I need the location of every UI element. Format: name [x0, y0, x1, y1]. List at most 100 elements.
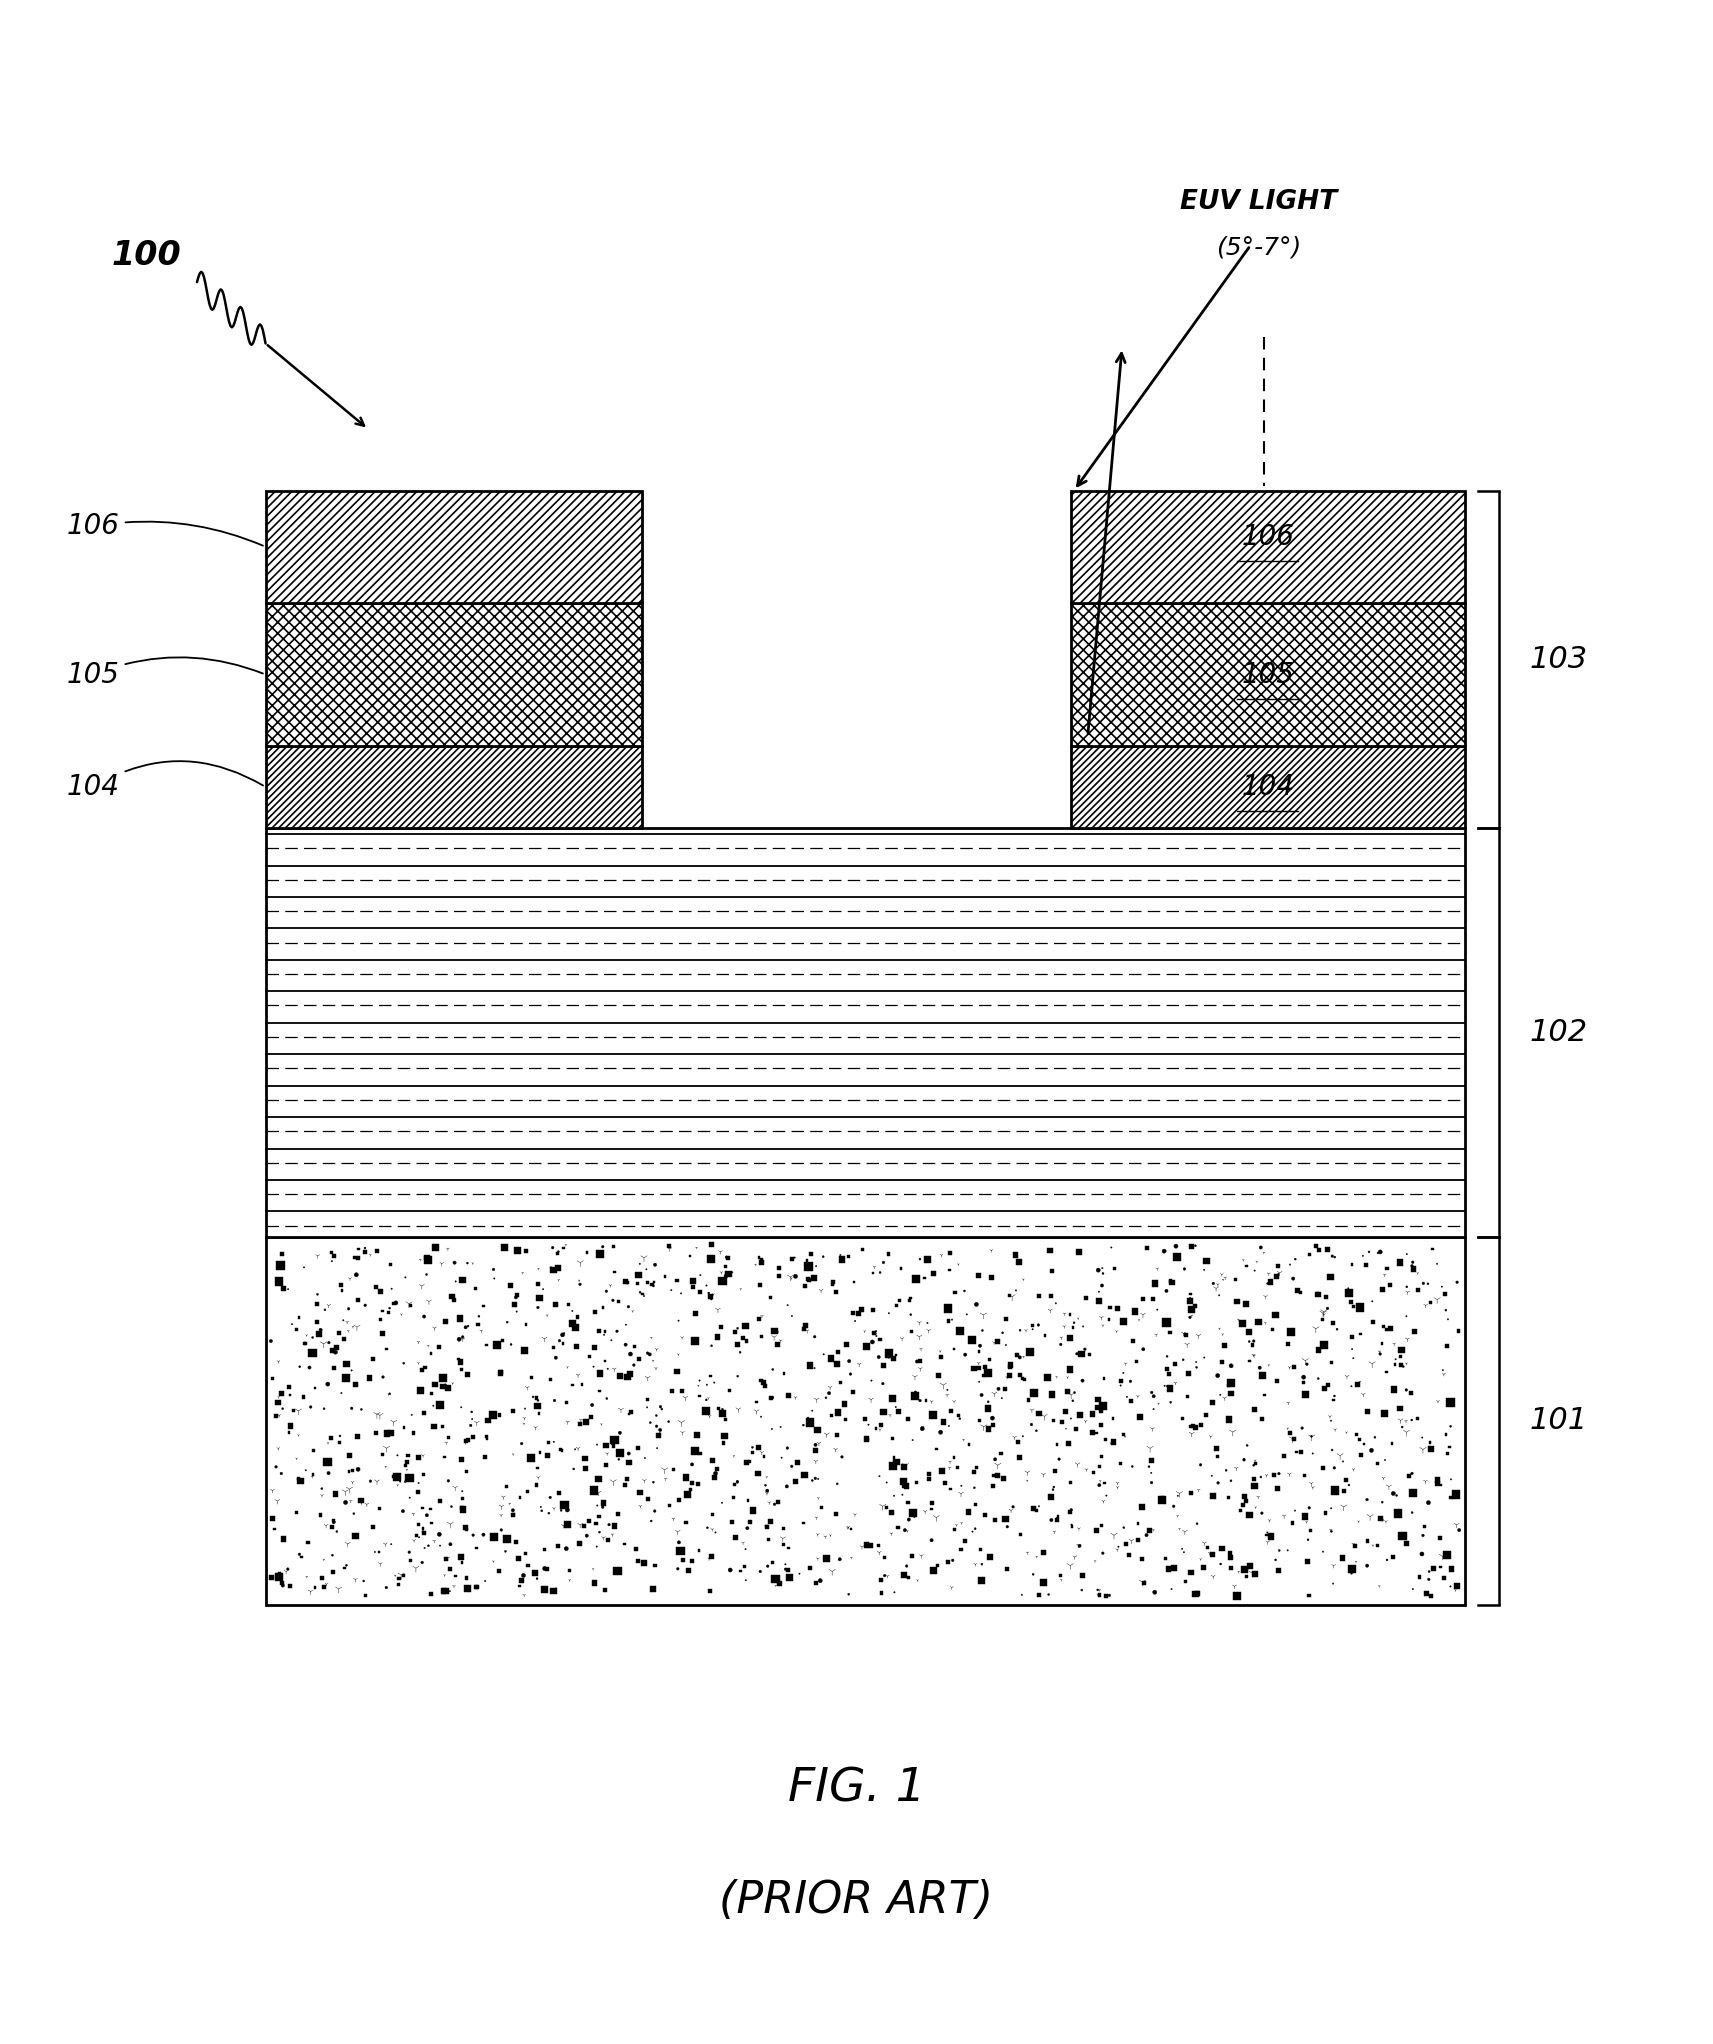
Point	[1006, 1359, 1033, 1392]
Point	[848, 1531, 875, 1564]
Point	[283, 1496, 310, 1529]
Point	[990, 1461, 1018, 1494]
Point	[558, 1306, 586, 1339]
Point	[545, 1529, 572, 1562]
Point	[899, 1496, 927, 1529]
Point	[803, 1543, 831, 1576]
Point	[625, 1247, 653, 1280]
Point	[1398, 1404, 1425, 1437]
Point	[564, 1359, 591, 1392]
Point	[522, 1410, 550, 1443]
Point	[1288, 1412, 1316, 1445]
Point	[1197, 1459, 1225, 1492]
Point	[1434, 1437, 1461, 1470]
Point	[1089, 1308, 1117, 1341]
Point	[584, 1464, 612, 1496]
Point	[916, 1457, 944, 1490]
Point	[648, 1390, 675, 1423]
Point	[375, 1296, 403, 1329]
Point	[562, 1310, 589, 1343]
Point	[570, 1511, 598, 1543]
Point	[841, 1304, 868, 1337]
Point	[1310, 1329, 1338, 1361]
Point	[1153, 1341, 1180, 1374]
Point	[367, 1275, 394, 1308]
Point	[648, 1392, 675, 1425]
Point	[1415, 1267, 1442, 1300]
Point	[452, 1511, 480, 1543]
Text: 106: 106	[67, 513, 264, 546]
Point	[553, 1533, 581, 1566]
Point	[380, 1459, 408, 1492]
Point	[1149, 1480, 1177, 1513]
Point	[343, 1367, 370, 1400]
Point	[726, 1337, 754, 1369]
Point	[1189, 1551, 1216, 1584]
Point	[899, 1425, 927, 1457]
Point	[1437, 1482, 1465, 1515]
Point	[639, 1267, 666, 1300]
Point	[1213, 1453, 1240, 1486]
Point	[257, 1325, 284, 1357]
Point	[1031, 1318, 1059, 1351]
Point	[1405, 1273, 1432, 1306]
Point	[1182, 1228, 1209, 1261]
Point	[701, 1365, 728, 1398]
Point	[1030, 1457, 1057, 1490]
Point	[319, 1237, 346, 1269]
Point	[507, 1482, 534, 1515]
Point	[875, 1296, 903, 1329]
Point	[853, 1529, 880, 1562]
Point	[1276, 1457, 1304, 1490]
Point	[731, 1533, 759, 1566]
Point	[1009, 1263, 1036, 1296]
Point	[980, 1459, 1007, 1492]
Point	[761, 1320, 788, 1353]
Point	[1019, 1558, 1047, 1590]
Point	[742, 1249, 769, 1282]
Point	[526, 1282, 553, 1314]
Point	[803, 1414, 831, 1447]
Point	[475, 1404, 502, 1437]
Point	[1317, 1261, 1345, 1294]
Point	[641, 1249, 668, 1282]
Point	[435, 1464, 463, 1496]
Point	[310, 1543, 337, 1576]
Point	[898, 1539, 925, 1572]
Point	[567, 1408, 594, 1441]
Point	[1055, 1427, 1083, 1459]
Point	[1364, 1447, 1391, 1480]
Point	[531, 1533, 558, 1566]
Point	[795, 1402, 822, 1435]
Point	[1365, 1335, 1393, 1367]
Point	[1319, 1433, 1346, 1466]
Point	[1086, 1284, 1113, 1316]
Point	[793, 1263, 821, 1296]
Point	[313, 1367, 341, 1400]
Text: 104: 104	[67, 760, 264, 801]
Point	[807, 1492, 834, 1525]
Point	[615, 1290, 642, 1322]
Point	[404, 1476, 432, 1508]
Point	[1216, 1541, 1244, 1574]
Point	[1442, 1574, 1470, 1607]
Point	[860, 1257, 887, 1290]
Point	[399, 1498, 427, 1531]
Point	[1059, 1511, 1086, 1543]
Point	[749, 1300, 776, 1333]
Text: 106: 106	[1242, 523, 1293, 550]
Point	[370, 1361, 397, 1394]
Point	[769, 1523, 797, 1555]
Point	[336, 1439, 363, 1472]
Point	[397, 1398, 425, 1431]
Point	[1168, 1402, 1196, 1435]
Point	[313, 1427, 341, 1459]
Point	[961, 1547, 988, 1580]
Point	[870, 1396, 898, 1429]
Point	[685, 1468, 713, 1500]
Point	[665, 1304, 692, 1337]
Point	[562, 1331, 589, 1363]
Point	[339, 1310, 367, 1343]
Point	[264, 1484, 291, 1517]
Point	[1187, 1543, 1215, 1576]
